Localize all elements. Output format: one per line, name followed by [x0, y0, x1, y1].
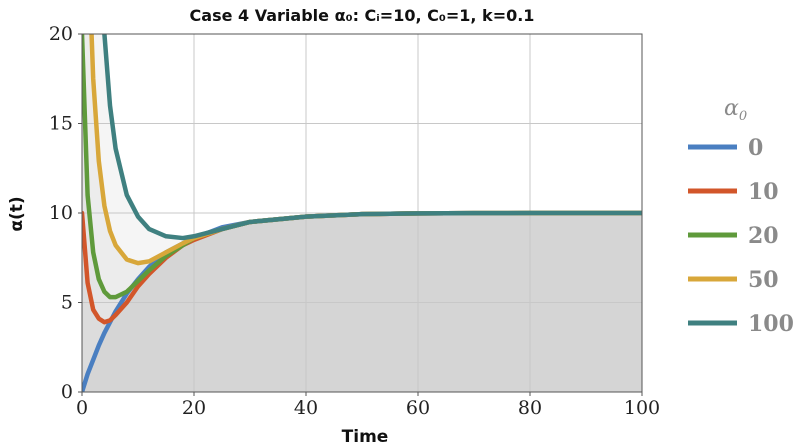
x-tick-label: 60	[406, 397, 430, 419]
legend-label-0: 0	[748, 135, 763, 161]
legend-items: 0 10 20 50 100	[688, 135, 794, 337]
x-axis: 0 20 40 60 80 100	[76, 392, 660, 419]
y-tick-label: 0	[61, 381, 73, 403]
x-tick-label: 0	[76, 397, 88, 419]
x-tick-label: 100	[624, 397, 660, 419]
y-tick-label: 20	[49, 23, 73, 45]
x-axis-label: Time	[342, 427, 389, 447]
y-axis: 0 5 10 15 20	[49, 23, 82, 403]
y-axis-label: α(t)	[7, 196, 27, 231]
x-tick-label: 40	[294, 397, 318, 419]
x-tick-label: 20	[182, 397, 206, 419]
plot-area	[81, 33, 643, 393]
y-tick-label: 10	[49, 202, 73, 224]
legend-title: α0	[724, 96, 747, 124]
chart-title: Case 4 Variable α₀: Cᵢ=10, C₀=1, k=0.1	[190, 6, 535, 25]
series-line-100	[102, 34, 642, 241]
legend-label-10: 10	[748, 179, 779, 205]
legend-label-50: 50	[748, 267, 779, 293]
legend-label-20: 20	[748, 223, 779, 249]
y-tick-label: 15	[49, 113, 73, 135]
y-tick-label: 5	[61, 292, 73, 314]
legend-label-100: 100	[748, 311, 794, 337]
series-lines	[82, 34, 642, 392]
legend: α0 0 10 20 50 100	[688, 96, 794, 337]
x-tick-label: 80	[518, 397, 542, 419]
